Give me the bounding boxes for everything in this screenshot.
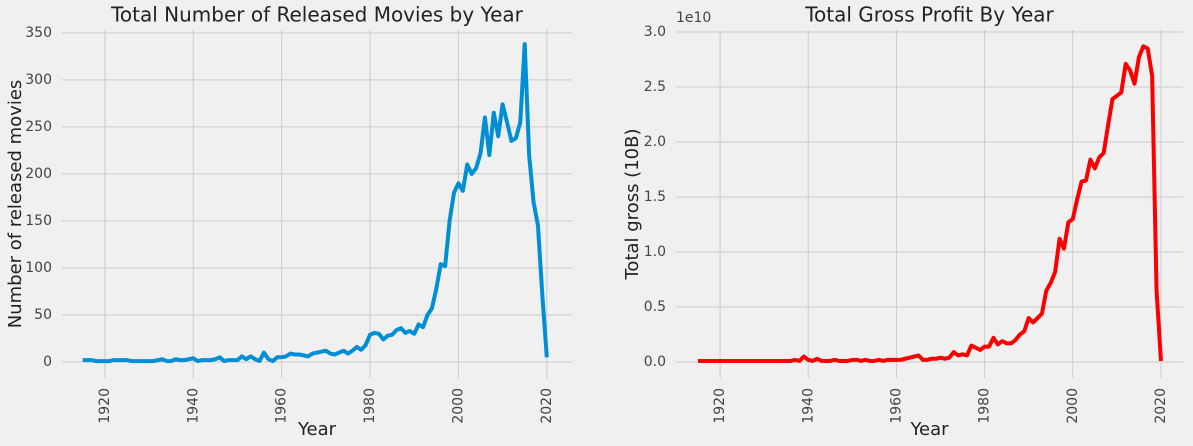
x-tick-label: 1960 bbox=[888, 388, 904, 424]
y-tick-label: 0.0 bbox=[644, 354, 666, 370]
y-tick-label: 1.5 bbox=[644, 189, 666, 205]
y-tick-label: 2.5 bbox=[644, 79, 666, 95]
y-tick-label: 0 bbox=[43, 354, 52, 370]
x-tick-label: 1920 bbox=[97, 388, 113, 424]
y-tick-label: 150 bbox=[25, 213, 52, 229]
x-tick-label: 1980 bbox=[362, 388, 378, 424]
y-tick-label: 50 bbox=[34, 307, 52, 323]
y-tick-label: 2.0 bbox=[644, 134, 666, 150]
offset-label: 1e10 bbox=[676, 10, 711, 26]
y-tick-label: 1.0 bbox=[644, 244, 666, 260]
y-tick-label: 3.0 bbox=[644, 24, 666, 40]
x-tick-label: 1960 bbox=[274, 388, 290, 424]
y-tick-label: 100 bbox=[25, 260, 52, 276]
x-axis-label: Year bbox=[909, 419, 949, 440]
x-tick-label: 1940 bbox=[185, 388, 201, 424]
x-tick-label: 2000 bbox=[450, 388, 466, 424]
y-tick-label: 350 bbox=[25, 25, 52, 41]
x-tick-label: 2000 bbox=[1065, 388, 1081, 424]
y-tick-label: 200 bbox=[25, 166, 52, 182]
chart-title: Total Number of Released Movies by Year bbox=[110, 3, 524, 27]
x-tick-label: 1920 bbox=[712, 388, 728, 424]
x-tick-label: 1940 bbox=[800, 388, 816, 424]
data-line bbox=[698, 44, 1163, 363]
y-axis-label: Total gross (10B) bbox=[622, 129, 643, 281]
y-axis-label: Number of released movies bbox=[5, 80, 26, 329]
x-tick-label: 2020 bbox=[539, 388, 555, 424]
y-tick-label: 0.5 bbox=[644, 299, 666, 315]
x-axis-label: Year bbox=[297, 419, 337, 440]
chart-title: Total Gross Profit By Year bbox=[804, 3, 1054, 27]
data-line bbox=[82, 42, 549, 364]
y-tick-label: 300 bbox=[25, 72, 52, 88]
x-tick-label: 1980 bbox=[977, 388, 993, 424]
x-tick-label: 2020 bbox=[1153, 388, 1169, 424]
y-tick-label: 250 bbox=[25, 119, 52, 135]
